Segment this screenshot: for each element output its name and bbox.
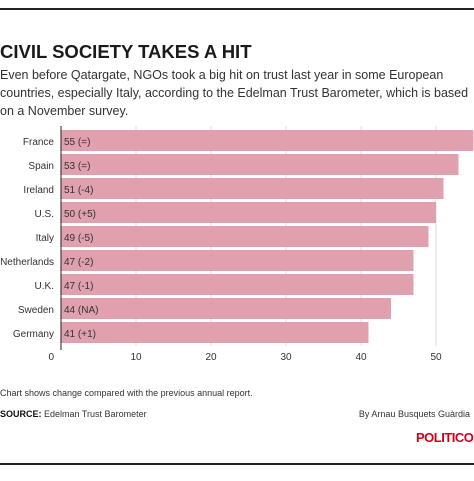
chart-note: Chart shows change compared with the pre… (0, 388, 253, 398)
bar-value-label: 55 (=) (64, 137, 90, 148)
bar (61, 178, 444, 199)
bar-value-label: 47 (-1) (64, 281, 93, 292)
bar (61, 274, 414, 295)
x-tick-label: 30 (280, 352, 292, 363)
category-label: Germany (13, 329, 54, 340)
category-label: Netherlands (0, 257, 54, 268)
x-tick-label: 20 (205, 352, 217, 363)
bar-value-label: 50 (+5) (64, 209, 96, 220)
bar-value-label: 51 (-4) (64, 185, 93, 196)
source-label: SOURCE: (0, 409, 42, 419)
bar-chart: France 55 (=) Spain 53 (=) Ireland 51 (-4) U.S… (0, 126, 474, 363)
x-tick-label: 50 (430, 352, 442, 363)
category-label: Spain (28, 161, 54, 172)
bar (61, 298, 391, 319)
byline: By Arnau Busquets Guàrdia (358, 409, 470, 419)
politico-logo: POLITICO (416, 430, 474, 445)
x-tick-label: 10 (130, 352, 142, 363)
category-label: France (23, 137, 55, 148)
source-line: SOURCE: Edelman Trust Barometer (0, 409, 147, 419)
bar (61, 250, 414, 271)
bar-value-label: 41 (+1) (64, 329, 96, 340)
bar-value-label: 53 (=) (64, 161, 90, 172)
bar-value-label: 44 (NA) (64, 305, 98, 316)
category-label: Italy (36, 233, 54, 244)
x-tick-label: 40 (355, 352, 367, 363)
category-label: Sweden (18, 305, 54, 316)
bar (61, 154, 459, 175)
bottom-rule (0, 463, 474, 465)
x-tick-label: 0 (48, 352, 54, 363)
chart-subtitle: Even before Qatargate, NGOs took a big h… (0, 68, 469, 118)
category-label: U.S. (35, 209, 54, 220)
source-text: Edelman Trust Barometer (44, 409, 147, 419)
bar-value-label: 49 (-5) (64, 233, 93, 244)
bar (61, 202, 436, 223)
category-label: U.K. (35, 281, 54, 292)
chart-title: CIVIL SOCIETY TAKES A HIT (0, 41, 252, 62)
bar (61, 226, 429, 247)
bar (61, 130, 474, 151)
bar (61, 322, 369, 343)
category-label: Ireland (23, 185, 54, 196)
bar-value-label: 47 (-2) (64, 257, 93, 268)
top-rule (0, 8, 474, 10)
